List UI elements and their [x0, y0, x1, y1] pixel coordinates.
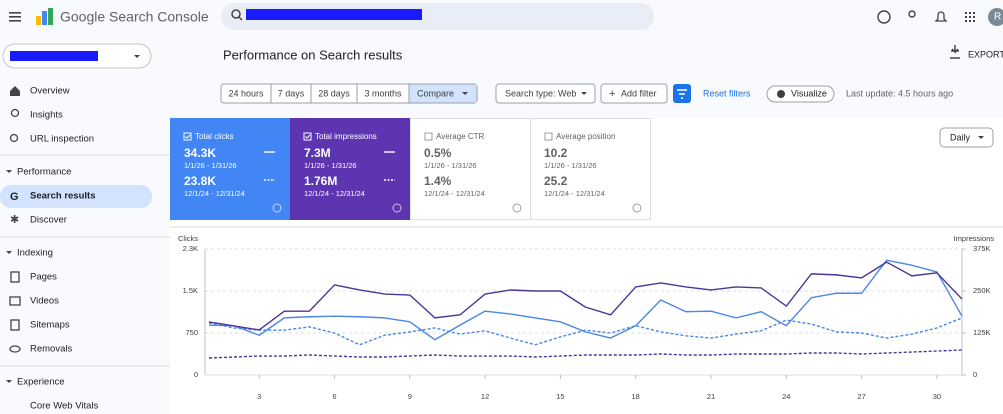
- svg-text:+: +: [609, 88, 615, 100]
- y-tick-label: 0: [194, 370, 198, 379]
- nav-item[interactable]: Pages: [30, 272, 57, 283]
- nav-item[interactable]: Search results: [30, 191, 95, 202]
- nav-item[interactable]: Overview: [30, 86, 70, 97]
- metric-range: 1/1/26 - 1/31/26: [304, 161, 357, 170]
- metric-value: 0.5%: [424, 146, 452, 160]
- y-tick-label: 2.3K: [183, 244, 198, 253]
- y-tick-label: 750: [185, 328, 198, 337]
- range-button[interactable]: 24 hours: [228, 88, 264, 98]
- svg-text:G: G: [10, 191, 19, 203]
- toolbar: 24 hours 7 days 28 days 3 months Compare…: [220, 83, 953, 104]
- visualize-label: Visualize: [791, 88, 827, 98]
- metric-range: 1/1/26 - 1/31/26: [544, 161, 597, 170]
- range-button[interactable]: 3 months: [364, 88, 402, 98]
- x-tick-label: 15: [556, 392, 564, 401]
- nav-item[interactable]: Videos: [30, 296, 59, 307]
- last-update: Last update: 4.5 hours ago: [846, 88, 953, 98]
- position-card[interactable]: [530, 118, 651, 220]
- metric-label: Total clicks: [195, 132, 234, 141]
- visualize-button[interactable]: [766, 85, 835, 103]
- nav-section[interactable]: Performance: [17, 167, 71, 178]
- redaction: [10, 51, 98, 61]
- nav-item[interactable]: Discover: [30, 215, 67, 226]
- metric-range: 1/1/26 - 1/31/26: [184, 161, 237, 170]
- y-tick-label: 1.5K: [183, 286, 198, 295]
- metric-cards: Total clicks Total impressions Average C…: [170, 118, 1003, 414]
- metric-label: Average CTR: [436, 132, 485, 141]
- previous-line: [208, 349, 963, 359]
- y2-axis-title: Impressions: [954, 234, 995, 243]
- nav-item[interactable]: Core Web Vitals: [30, 401, 99, 412]
- metric-range: 1/1/26 - 1/31/26: [424, 161, 477, 170]
- metric-value: 1.76M: [304, 174, 337, 188]
- export-button[interactable]: EXPORT: [968, 49, 1003, 59]
- y-axis-title: Clicks: [178, 234, 198, 243]
- granularity-label: Daily: [950, 132, 971, 142]
- add-filter-label: Add filter: [621, 88, 657, 98]
- metric-value: 10.2: [544, 146, 568, 160]
- x-tick-label: 9: [408, 392, 412, 401]
- metric-range: 12/1/24 - 12/31/24: [424, 189, 485, 198]
- metric-range: 12/1/24 - 12/31/24: [544, 189, 605, 198]
- redaction: [246, 9, 422, 20]
- x-tick-label: 21: [707, 392, 715, 401]
- previous-line: [208, 317, 963, 346]
- ctr-card[interactable]: [410, 118, 531, 220]
- metric-value: 34.3K: [184, 146, 216, 160]
- nav-item[interactable]: Sitemaps: [30, 320, 70, 331]
- app-name: Google Search Console: [60, 9, 209, 25]
- nav-section[interactable]: Indexing: [17, 248, 53, 259]
- metric-range: 12/1/24 - 12/31/24: [304, 189, 365, 198]
- x-tick-label: 24: [782, 392, 790, 401]
- nav-item[interactable]: URL inspection: [30, 134, 94, 145]
- add-filter-button[interactable]: [600, 83, 668, 104]
- metric-range: 12/1/24 - 12/31/24: [184, 189, 245, 198]
- x-tick-label: 30: [933, 392, 941, 401]
- y2-tick-label: 0: [973, 370, 977, 379]
- y2-tick-label: 375K: [973, 244, 991, 253]
- avatar[interactable]: [988, 8, 1003, 26]
- nav-item[interactable]: Insights: [30, 110, 63, 121]
- x-tick-label: 18: [632, 392, 640, 401]
- current-line: [208, 261, 963, 331]
- compare-button[interactable]: Compare: [417, 88, 454, 98]
- x-tick-label: 27: [857, 392, 865, 401]
- y2-tick-label: 125K: [973, 328, 991, 337]
- y2-tick-label: 250K: [973, 286, 991, 295]
- granularity-select[interactable]: [939, 127, 994, 148]
- active-nav: [0, 185, 152, 208]
- search-type-label: Search type: Web: [505, 88, 576, 98]
- users-icon[interactable]: [908, 10, 916, 18]
- x-tick-label: 6: [332, 392, 336, 401]
- bell-icon[interactable]: [934, 11, 948, 22]
- range-button[interactable]: 7 days: [278, 88, 305, 98]
- metric-value: 1.4%: [424, 174, 452, 188]
- avatar-letter: R: [994, 12, 1001, 23]
- x-tick-label: 12: [481, 392, 489, 401]
- svg-text:✱: ✱: [10, 214, 19, 226]
- x-tick-label: 3: [257, 392, 261, 401]
- page-title: Performance on Search results: [223, 47, 403, 62]
- compare-selected: [409, 84, 477, 103]
- help-icon[interactable]: [877, 10, 891, 24]
- nav-item[interactable]: Removals: [30, 344, 72, 355]
- metric-label: Total impressions: [315, 132, 377, 141]
- metric-label: Average position: [556, 132, 615, 141]
- metric-value: 23.8K: [184, 174, 216, 188]
- metric-value: 7.3M: [304, 146, 331, 160]
- reset-filters[interactable]: Reset filters: [703, 88, 751, 98]
- sidebar: G ✱ Overview Insights URL inspection Per…: [0, 43, 170, 412]
- search-type-button[interactable]: [495, 83, 596, 104]
- apps-icon[interactable]: [965, 12, 975, 22]
- range-button[interactable]: 28 days: [318, 88, 350, 98]
- metric-value: 25.2: [544, 174, 568, 188]
- nav-section[interactable]: Experience: [17, 377, 65, 388]
- current-line: [208, 259, 963, 341]
- header: Google Search Console R: [9, 3, 1003, 30]
